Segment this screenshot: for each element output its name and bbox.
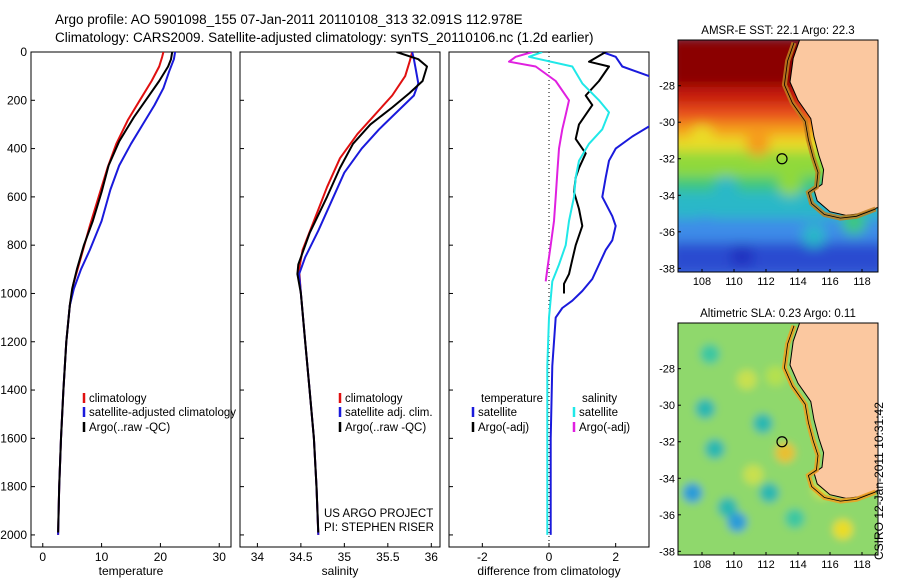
sla-lat-label: -38: [659, 546, 675, 558]
project-annotation: US ARGO PROJECT: [324, 508, 433, 520]
isobath-sla: [783, 325, 876, 502]
salinity-xtick-label: 36: [425, 550, 439, 564]
sst-lon-label: 110: [725, 276, 743, 288]
temperature-xtick-label: 20: [154, 550, 168, 564]
salinity-line-black: [296, 52, 428, 533]
legend-salinity-heading: salinity: [582, 393, 617, 405]
legend-sal-satellite-adj: satellite adj. clim.: [345, 407, 433, 419]
sst-lon-label: 118: [853, 276, 871, 288]
sla-lon-label: 118: [853, 559, 871, 571]
difference-line-magenta: [508, 52, 570, 282]
salinity-xtick-label: 34.5: [289, 550, 313, 564]
salinity-panel: [239, 51, 441, 548]
temperature-line-black: [57, 52, 174, 533]
difference-xtick-label: 0: [546, 550, 553, 564]
depth-tick-label: 600: [7, 190, 27, 204]
depth-tick-label: 1000: [0, 286, 27, 300]
temperature-xtick-label: 10: [95, 550, 109, 564]
legend-sal-climatology: climatology: [345, 393, 403, 405]
depth-tick-label: 1200: [0, 335, 27, 349]
temperature-xlabel: temperature: [99, 564, 164, 578]
difference-xlabel: difference from climatology: [477, 564, 620, 578]
salinity-xtick-label: 34: [251, 550, 265, 564]
difference-line-blue: [549, 52, 649, 535]
sst-lon-label: 116: [821, 276, 839, 288]
legend-sal-satellite: satellite: [579, 407, 618, 419]
depth-tick-label: 0: [20, 45, 27, 59]
sla-lon-label: 110: [725, 559, 743, 571]
depth-tick-label: 800: [7, 238, 27, 252]
sla-lon-label: 108: [693, 559, 711, 571]
sla-lon-label: 112: [757, 559, 775, 571]
legend-argo-raw: Argo(..raw -QC): [89, 422, 170, 434]
float-position-marker: [776, 436, 788, 448]
sst-lat-label: -30: [659, 117, 675, 129]
timestamp-stamp: CSIRO 12-Jan-2011 10:31:42: [872, 402, 886, 560]
sla-map-title: Altimetric SLA: 0.23 Argo: 0.11: [700, 308, 856, 320]
salinity-xlabel: salinity: [322, 564, 359, 578]
difference-line-cyan: [528, 52, 610, 535]
climatology-subtitle: Climatology: CARS2009. Satellite-adjuste…: [55, 30, 594, 45]
legend-sal-argo-adj: Argo(-adj): [579, 422, 630, 434]
sla-lon-label: 114: [789, 559, 807, 571]
depth-tick-label: 200: [7, 93, 27, 107]
sst-lon-label: 114: [789, 276, 807, 288]
legend-temperature-heading: temperature: [481, 393, 543, 405]
sla-lat-label: -32: [659, 437, 675, 449]
depth-tick-label: 1400: [0, 383, 27, 397]
sla-lat-label: -28: [659, 364, 675, 376]
sst-lat-label: -28: [659, 81, 675, 93]
isobath-sst: [783, 42, 876, 219]
temperature-xtick-label: 0: [39, 550, 46, 564]
sla-lon-label: 116: [821, 559, 839, 571]
temperature-xtick-label: 30: [213, 550, 227, 564]
sla-map: [677, 322, 879, 556]
sst-map: [677, 39, 879, 273]
salinity-xtick-label: 35: [338, 550, 352, 564]
sla-lat-label: -30: [659, 400, 675, 412]
legend-climatology: climatology: [89, 393, 147, 405]
sst-map-title: AMSR-E SST: 22.1 Argo: 22.3: [701, 25, 854, 37]
difference-xtick-label: 2: [612, 550, 619, 564]
legend-sal-argo-raw: Argo(..raw -QC): [345, 422, 426, 434]
legend-temp-argo-adj: Argo(-adj): [478, 422, 529, 434]
sst-lon-label: 112: [757, 276, 775, 288]
depth-tick-label: 2000: [0, 528, 27, 542]
depth-tick-label: 1600: [0, 431, 27, 445]
float-position-marker: [776, 153, 788, 165]
profile-title: Argo profile: AO 5901098_155 07-Jan-2011…: [55, 12, 523, 27]
sst-lon-label: 108: [693, 276, 711, 288]
sst-lat-label: -34: [659, 190, 675, 202]
difference-xtick-label: -2: [477, 550, 488, 564]
sla-lat-label: -34: [659, 473, 675, 485]
temperature-panel: [30, 51, 232, 548]
legend-temp-satellite: satellite: [478, 407, 517, 419]
sst-lat-label: -32: [659, 154, 675, 166]
legend-satellite-adjusted: satellite-adjusted climatology: [89, 407, 236, 419]
depth-tick-label: 400: [7, 142, 27, 156]
depth-tick-label: 1800: [0, 480, 27, 494]
sst-lat-label: -38: [659, 263, 675, 275]
sst-lat-label: -36: [659, 227, 675, 239]
pi-annotation: PI: STEPHEN RISER: [324, 522, 434, 534]
salinity-xtick-label: 35.5: [376, 550, 400, 564]
sla-lat-label: -36: [659, 510, 675, 522]
difference-line-black: [563, 52, 610, 294]
